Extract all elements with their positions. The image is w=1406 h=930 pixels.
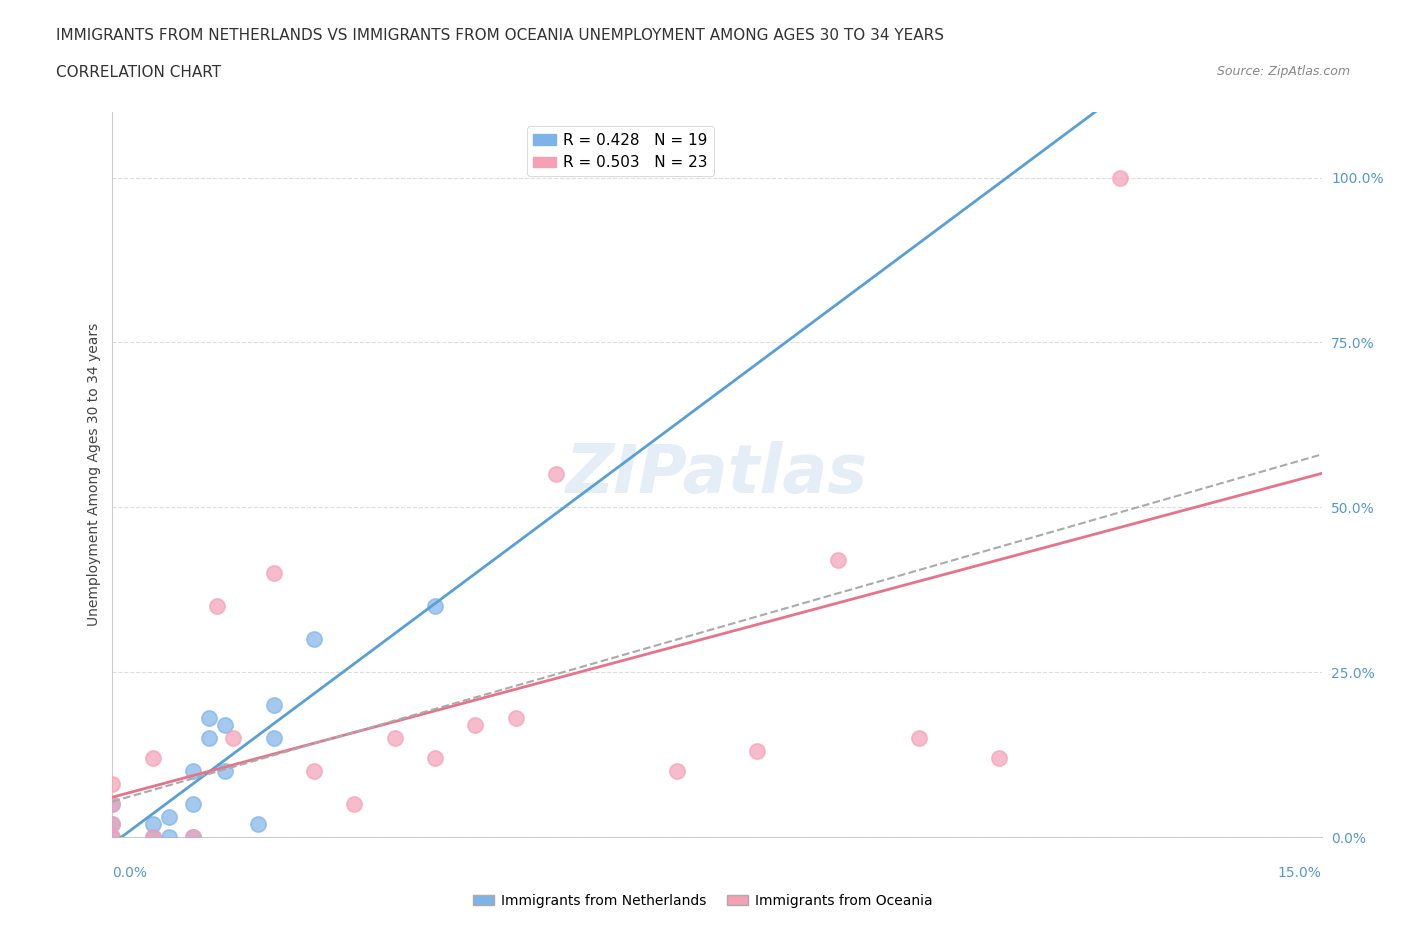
Point xyxy=(142,751,165,765)
Point xyxy=(246,817,269,831)
Point xyxy=(101,817,124,831)
Point xyxy=(101,830,124,844)
Point xyxy=(101,830,124,844)
Point xyxy=(827,552,849,567)
Point xyxy=(263,565,285,580)
Point xyxy=(207,599,229,614)
Point xyxy=(101,797,124,812)
Text: 0.0%: 0.0% xyxy=(112,866,148,880)
Point xyxy=(263,698,285,712)
Point xyxy=(544,467,567,482)
Legend: R = 0.428   N = 19, R = 0.503   N = 23: R = 0.428 N = 19, R = 0.503 N = 23 xyxy=(527,126,714,177)
Point xyxy=(198,731,221,746)
Point xyxy=(423,599,446,614)
Point xyxy=(343,797,366,812)
Point xyxy=(157,830,180,844)
Point xyxy=(1109,170,1132,185)
Point xyxy=(181,830,204,844)
Text: Source: ZipAtlas.com: Source: ZipAtlas.com xyxy=(1216,65,1350,78)
Point xyxy=(214,764,236,778)
Point xyxy=(198,711,221,725)
Point xyxy=(423,751,446,765)
Point xyxy=(142,830,165,844)
Point xyxy=(142,830,165,844)
Text: 15.0%: 15.0% xyxy=(1278,866,1322,880)
Point xyxy=(101,817,124,831)
Point xyxy=(263,731,285,746)
Point xyxy=(302,631,325,646)
Point xyxy=(222,731,245,746)
Text: CORRELATION CHART: CORRELATION CHART xyxy=(56,65,221,80)
Point xyxy=(665,764,688,778)
Point xyxy=(101,797,124,812)
Point xyxy=(747,744,769,759)
Point xyxy=(384,731,406,746)
Point xyxy=(181,797,204,812)
Point xyxy=(181,830,204,844)
Point xyxy=(142,817,165,831)
Point xyxy=(157,810,180,825)
Point xyxy=(505,711,527,725)
Text: ZIPatlas: ZIPatlas xyxy=(567,442,868,507)
Point xyxy=(464,717,486,732)
Point xyxy=(181,764,204,778)
Point xyxy=(302,764,325,778)
Point xyxy=(214,717,236,732)
Text: IMMIGRANTS FROM NETHERLANDS VS IMMIGRANTS FROM OCEANIA UNEMPLOYMENT AMONG AGES 3: IMMIGRANTS FROM NETHERLANDS VS IMMIGRANT… xyxy=(56,28,945,43)
Point xyxy=(907,731,929,746)
Legend: Immigrants from Netherlands, Immigrants from Oceania: Immigrants from Netherlands, Immigrants … xyxy=(468,889,938,914)
Point xyxy=(101,777,124,791)
Point xyxy=(988,751,1011,765)
Y-axis label: Unemployment Among Ages 30 to 34 years: Unemployment Among Ages 30 to 34 years xyxy=(87,323,101,626)
